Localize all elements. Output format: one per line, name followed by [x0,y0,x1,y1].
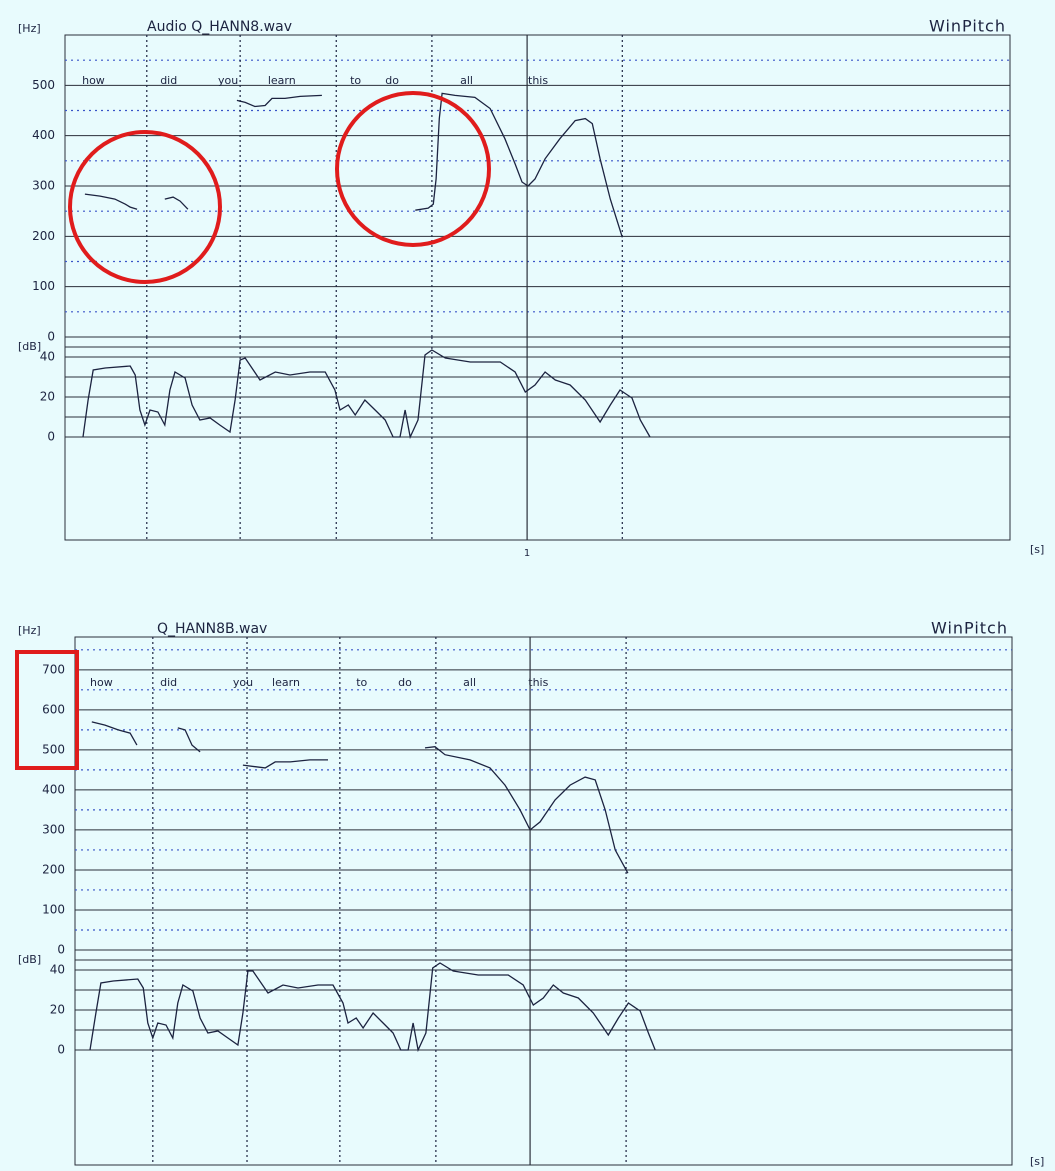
plot-frame [64,34,1011,541]
y-tick-label: 200 [42,862,65,876]
word-label: learn [272,676,300,689]
y-tick-label: 20 [50,1003,65,1017]
y-tick-label: 400 [32,128,55,142]
app-brand: WinPitch [931,619,1008,638]
y-axis-label: [dB] [18,953,41,966]
word-label: you [218,74,238,87]
word-label: did [160,74,177,87]
word-label: to [350,74,361,87]
word-label: all [463,676,476,689]
highlight-circle [335,91,491,247]
x-axis-label: [s] [1030,1155,1044,1168]
curve [91,721,629,874]
word-label: learn [268,74,296,87]
chart-title: Q_HANN8B.wav [157,621,267,637]
chart-title: Audio Q_HANN8.wav [147,19,292,35]
y-tick-label: 600 [42,702,65,716]
y-tick-label: 500 [32,78,55,92]
word-label: you [233,676,253,689]
y-tick-label: 0 [57,943,65,957]
y-tick-label: 400 [42,782,65,796]
curve [82,349,651,440]
y-tick-label: 300 [32,179,55,193]
y-tick-label: 500 [42,742,65,756]
word-label: this [528,74,548,87]
highlight-box [15,650,79,770]
y-tick-label: 40 [40,350,55,364]
word-label: do [385,74,399,87]
y-axis-label: [Hz] [18,624,41,637]
word-label: did [160,676,177,689]
y-tick-label: 700 [42,662,65,676]
y-axis-label: [Hz] [18,22,41,35]
y-tick-label: 200 [32,229,55,243]
y-tick-label: 0 [57,1043,65,1057]
y-tick-label: 100 [32,279,55,293]
y-axis-label: [dB] [18,340,41,353]
word-label: do [398,676,412,689]
y-tick-label: 0 [47,330,55,344]
y-tick-label: 300 [42,822,65,836]
curve [89,962,656,1053]
word-label: how [90,676,113,689]
plot-frame [74,636,1013,1166]
x-tick-label: 1 [524,548,530,559]
curve [84,92,623,238]
word-label: how [82,74,105,87]
y-tick-label: 0 [47,430,55,444]
app-brand: WinPitch [929,17,1006,36]
y-tick-label: 100 [42,902,65,916]
y-tick-label: 20 [40,390,55,404]
word-label: all [460,74,473,87]
highlight-circle [68,130,222,284]
word-label: this [528,676,548,689]
x-axis-label: [s] [1030,543,1044,556]
word-label: to [356,676,367,689]
y-tick-label: 40 [50,963,65,977]
